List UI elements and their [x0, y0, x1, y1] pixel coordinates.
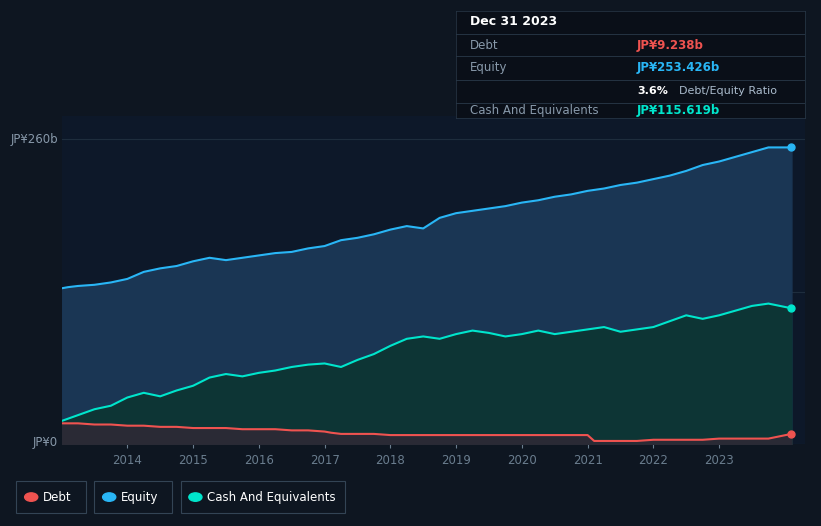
Text: JP¥260b: JP¥260b — [10, 133, 57, 146]
Text: Debt: Debt — [43, 491, 71, 503]
Text: JP¥115.619b: JP¥115.619b — [637, 104, 720, 117]
Text: Cash And Equivalents: Cash And Equivalents — [207, 491, 336, 503]
Text: Equity: Equity — [470, 61, 507, 74]
Text: 3.6%: 3.6% — [637, 86, 668, 96]
Text: Debt/Equity Ratio: Debt/Equity Ratio — [679, 86, 777, 96]
Text: Debt: Debt — [470, 38, 498, 52]
Text: JP¥253.426b: JP¥253.426b — [637, 61, 720, 74]
Text: JP¥9.238b: JP¥9.238b — [637, 38, 704, 52]
Text: Equity: Equity — [121, 491, 158, 503]
Text: Cash And Equivalents: Cash And Equivalents — [470, 104, 599, 117]
Text: Dec 31 2023: Dec 31 2023 — [470, 15, 557, 28]
Text: JP¥0: JP¥0 — [33, 436, 57, 449]
